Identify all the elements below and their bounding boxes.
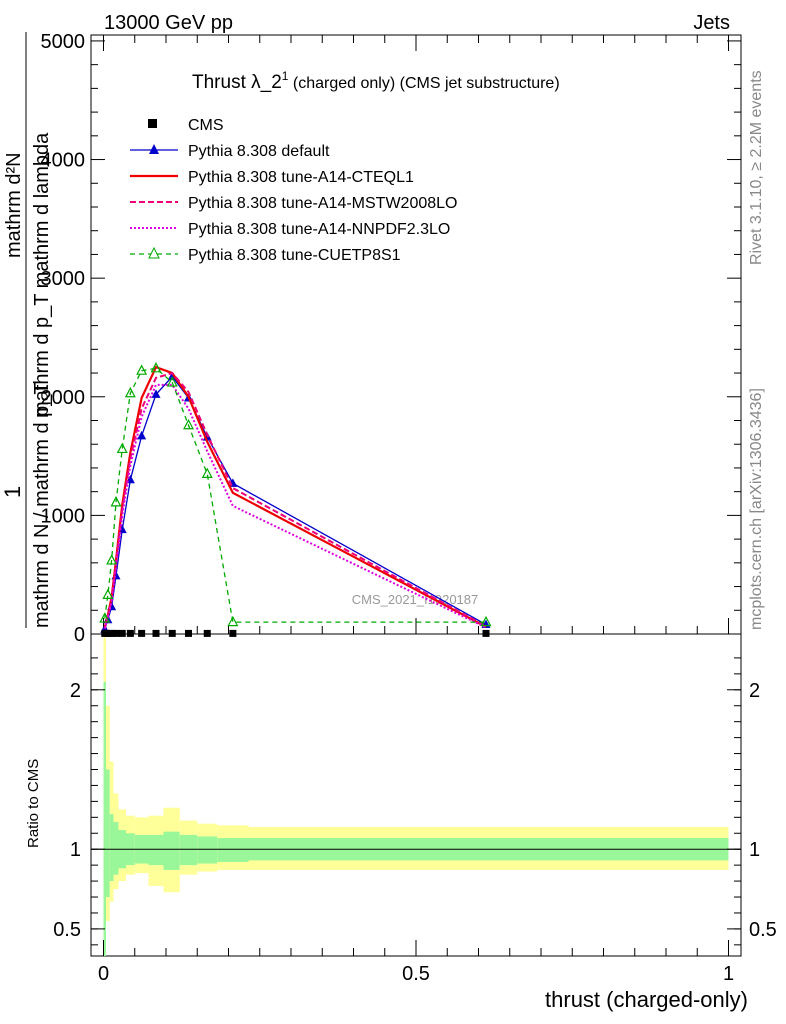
ylabel-denominator: mathrm d N / mathrm d p_T — [31, 382, 53, 628]
legend-label-mstw: Pythia 8.308 tune-A14-MSTW2008LO — [188, 195, 457, 212]
ratio-band-inner — [179, 834, 198, 866]
cms-data-point — [126, 629, 134, 637]
ratio-band-inner — [217, 838, 249, 862]
main-y-tick-label: 2000 — [41, 387, 86, 409]
cms-data-points — [101, 629, 490, 637]
ratio-y-tick-label-right: 1 — [749, 839, 760, 861]
main-y-tick-label: 1000 — [41, 505, 86, 527]
series-marker-cuetp8s1 — [183, 418, 194, 430]
ratio-y-tick-label-right: 0.5 — [749, 919, 777, 941]
ylabel-left-denominator: mathrm d p_T mathrm d lambda — [31, 132, 53, 418]
x-tick-label: 0 — [98, 963, 109, 985]
ratio-y-axis-label: Ratio to CMS — [25, 759, 42, 848]
cms-data-point — [112, 629, 120, 637]
ratio-y-tick-label: 1 — [70, 839, 81, 861]
cms-data-point — [203, 629, 211, 637]
legend-label-cteql1: Pythia 8.308 tune-A14-CTEQL1 — [188, 169, 414, 186]
ylabel-numerator: 1 — [0, 486, 25, 498]
series-line-cteql1 — [103, 365, 487, 628]
plot-title: Thrust λ_21 (charged only) (CMS jet subs… — [192, 69, 560, 93]
series-marker-cuetp8s1 — [136, 364, 148, 375]
cms-data-point — [104, 629, 112, 637]
series-layer — [99, 362, 492, 633]
ratio-band-inner — [163, 831, 180, 870]
series-marker-cuetp8s1 — [110, 496, 122, 507]
main-y-axis-label: 1 mathrm d N / mathrm d p_T mathrm d²N m… — [0, 32, 53, 628]
cms-data-point — [138, 629, 146, 637]
series-marker-cuetp8s1 — [166, 376, 178, 387]
series-marker-cuetp8s1 — [106, 554, 118, 565]
main-y-tick-label: 0 — [74, 624, 85, 646]
header-energy: 13000 GeV pp — [104, 12, 233, 34]
ylabel-left-numerator: mathrm d²N — [3, 152, 25, 258]
x-tick-label: 1 — [723, 963, 734, 985]
ratio-y-axis: 0.5 0.5 1 1 2 2 — [53, 657, 777, 946]
series-marker-default — [137, 430, 147, 440]
legend-label-cms: CMS — [188, 117, 224, 134]
series-marker-default — [151, 389, 161, 398]
main-y-tick-label: 3000 — [41, 268, 86, 290]
ratio-y-tick-label: 2 — [70, 680, 81, 702]
x-tick-label: 0.5 — [402, 963, 430, 985]
legend-label-cuetp8s1: Pythia 8.308 tune-CUETP8S1 — [188, 247, 401, 264]
series-marker-cuetp8s1 — [102, 588, 114, 599]
main-y-axis: 0 1000 2000 3000 4000 5000 — [41, 31, 741, 646]
legend-label-default: Pythia 8.308 default — [188, 143, 330, 160]
ratio-band-inner — [113, 822, 119, 875]
cms-data-point — [118, 629, 126, 637]
main-y-tick-label: 4000 — [41, 150, 86, 172]
series-marker-cuetp8s1 — [124, 386, 136, 398]
main-y-tick-label: 5000 — [41, 31, 86, 53]
legend: CMS Pythia 8.308 default Pythia 8.308 tune… — [130, 117, 457, 264]
series-marker-cuetp8s1 — [150, 362, 162, 373]
ratio-band-inner — [148, 834, 164, 866]
cms-data-point — [185, 629, 192, 637]
cms-data-point — [108, 629, 116, 637]
rivet-label: Rivet 3.1.10, ≥ 2.2M events — [748, 70, 765, 265]
series-line-mstw — [103, 371, 487, 629]
series-marker-cuetp8s1 — [116, 442, 128, 454]
series-line-cuetp8s1 — [104, 367, 486, 623]
ratio-band-inner — [103, 681, 106, 956]
ratio-band-inner — [197, 836, 218, 864]
legend-label-nnpdf: Pythia 8.308 tune-A14-NNPDF2.3LO — [188, 221, 450, 238]
cms-data-point — [229, 629, 237, 637]
x-axis-label: thrust (charged-only) — [545, 987, 748, 1012]
series-marker-cuetp8s1 — [201, 467, 213, 478]
cms-data-point — [482, 629, 490, 637]
series-line-nnpdf — [103, 383, 487, 629]
series-marker-cuetp8s1 — [99, 612, 111, 623]
legend-marker-cuetp8s1 — [148, 246, 160, 259]
legend-marker-cms — [148, 119, 157, 128]
ratio-y-tick-label: 0.5 — [53, 919, 81, 941]
cms-data-point — [168, 629, 176, 637]
x-axis: 0 0.5 1 — [98, 35, 734, 985]
header-jets: Jets — [693, 12, 730, 34]
cms-data-point — [152, 629, 160, 637]
legend-marker-default — [149, 144, 159, 154]
mcplots-label: mcplots.cern.ch [arXiv:1306.3436] — [748, 388, 765, 630]
ratio-y-tick-label-right: 2 — [749, 680, 760, 702]
series-marker-cuetp8s1 — [480, 615, 492, 627]
ratio-band-inner — [106, 769, 110, 898]
ratio-band-inner — [109, 814, 114, 882]
series-marker-cuetp8s1 — [227, 615, 239, 627]
ratio-uncertainty-band — [103, 634, 729, 956]
ratio-plot-frame — [90, 633, 742, 957]
